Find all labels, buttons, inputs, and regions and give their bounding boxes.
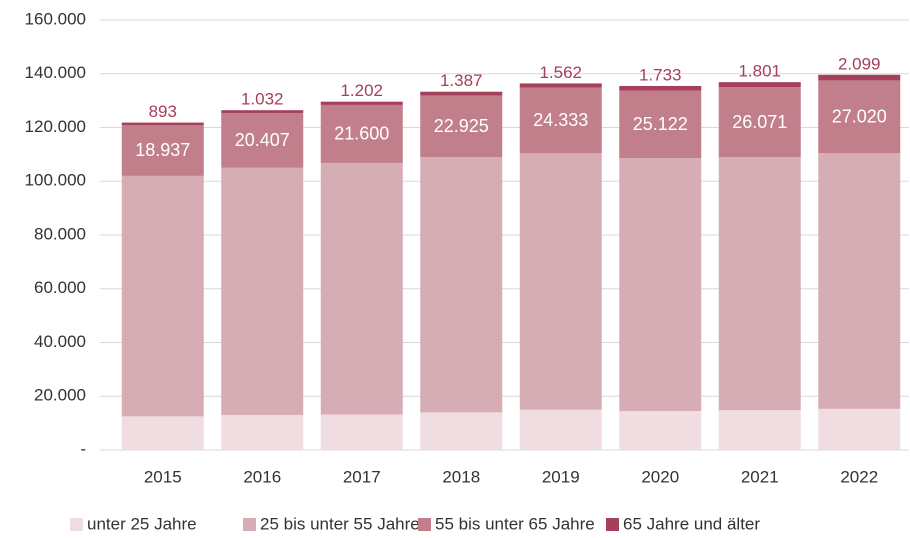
bar-segment bbox=[519, 153, 602, 410]
bar-segment bbox=[818, 80, 901, 154]
legend-swatch bbox=[606, 518, 619, 531]
bar-segment bbox=[619, 90, 702, 159]
x-tick-label: 2021 bbox=[741, 467, 779, 486]
bar-segment bbox=[718, 157, 801, 411]
data-label: 1.387 bbox=[440, 71, 483, 90]
y-tick-label: - bbox=[80, 439, 86, 458]
bar-segment bbox=[519, 409, 602, 450]
bar-segment bbox=[818, 74, 901, 81]
data-label: 25.122 bbox=[633, 114, 688, 134]
y-tick-label: 40.000 bbox=[34, 332, 86, 351]
bar-segment bbox=[121, 175, 204, 417]
bar-segment bbox=[121, 124, 204, 176]
y-tick-label: 20.000 bbox=[34, 386, 86, 405]
y-tick-label: 60.000 bbox=[34, 278, 86, 297]
data-label: 1.733 bbox=[639, 65, 682, 84]
bar-segment bbox=[519, 87, 602, 154]
bar-segment bbox=[320, 101, 403, 105]
bar-segment bbox=[420, 412, 503, 450]
bar-segment bbox=[718, 410, 801, 450]
data-label: 1.562 bbox=[539, 63, 582, 82]
bar-segment bbox=[221, 415, 304, 450]
y-tick-label: 100.000 bbox=[25, 171, 86, 190]
data-label: 27.020 bbox=[832, 106, 887, 126]
legend-swatch bbox=[70, 518, 83, 531]
bar-segment bbox=[619, 158, 702, 412]
data-label: 20.407 bbox=[235, 130, 290, 150]
bar-segment bbox=[121, 122, 204, 125]
bar-segment bbox=[818, 408, 901, 450]
legend-label: unter 25 Jahre bbox=[87, 514, 197, 533]
legend-label: 25 bis unter 55 Jahre bbox=[260, 514, 420, 533]
bar-segment bbox=[718, 82, 801, 87]
bar-segment bbox=[818, 153, 901, 409]
legend-label: 55 bis unter 65 Jahre bbox=[435, 514, 595, 533]
x-tick-label: 2020 bbox=[641, 467, 679, 486]
data-label: 1.202 bbox=[340, 81, 383, 100]
x-tick-label: 2018 bbox=[442, 467, 480, 486]
bar-segment bbox=[718, 86, 801, 158]
bar-segment bbox=[320, 104, 403, 163]
bar-segment bbox=[221, 167, 304, 416]
bar-segment bbox=[320, 414, 403, 450]
data-label: 1.032 bbox=[241, 90, 284, 109]
y-tick-label: 140.000 bbox=[25, 63, 86, 82]
x-tick-label: 2019 bbox=[542, 467, 580, 486]
data-label: 2.099 bbox=[838, 54, 881, 73]
y-tick-label: 80.000 bbox=[34, 224, 86, 243]
legend-swatch bbox=[418, 518, 431, 531]
legend-label: 65 Jahre und älter bbox=[623, 514, 760, 533]
data-label: 26.071 bbox=[732, 112, 787, 132]
data-label: 22.925 bbox=[434, 116, 489, 136]
bar-segment bbox=[420, 95, 503, 158]
bar-segment bbox=[420, 157, 503, 413]
data-label: 24.333 bbox=[533, 110, 588, 130]
x-tick-label: 2016 bbox=[243, 467, 281, 486]
y-tick-label: 120.000 bbox=[25, 117, 86, 136]
legend-swatch bbox=[243, 518, 256, 531]
bar-segment bbox=[519, 83, 602, 88]
bar-segment bbox=[420, 91, 503, 96]
data-label: 18.937 bbox=[135, 140, 190, 160]
data-label: 21.600 bbox=[334, 124, 389, 144]
bar-segment bbox=[221, 112, 304, 168]
y-tick-label: 160.000 bbox=[25, 9, 86, 28]
bar-segment bbox=[320, 162, 403, 415]
data-label: 893 bbox=[149, 102, 177, 121]
x-tick-label: 2017 bbox=[343, 467, 381, 486]
x-tick-label: 2022 bbox=[840, 467, 878, 486]
bar-segment bbox=[121, 416, 204, 450]
data-label: 1.801 bbox=[738, 62, 781, 81]
bar-segment bbox=[619, 411, 702, 450]
x-tick-label: 2015 bbox=[144, 467, 182, 486]
bar-segment bbox=[221, 110, 304, 113]
bar-segment bbox=[619, 85, 702, 91]
